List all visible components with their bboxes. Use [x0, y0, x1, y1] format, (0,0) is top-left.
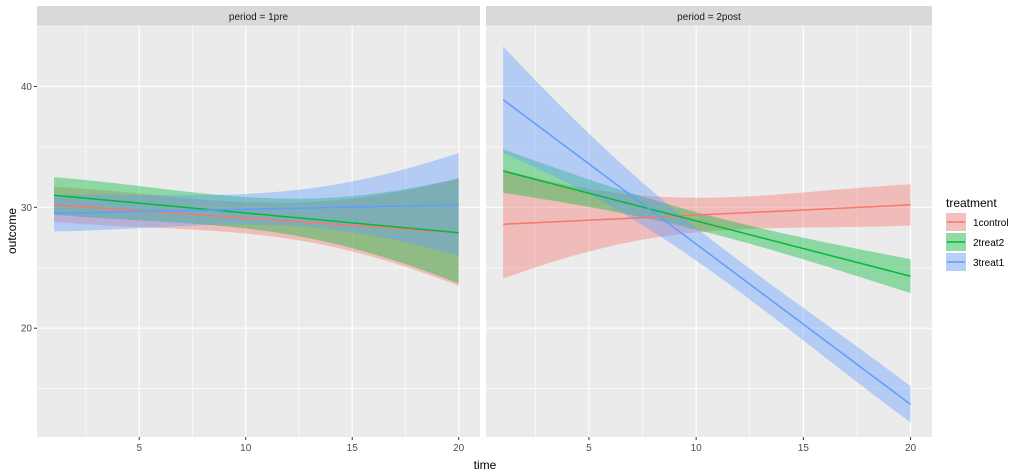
ci-band-2treat2: [503, 149, 911, 294]
x-axis-title: time: [474, 458, 497, 472]
fit-line-1control: [53, 204, 459, 234]
x-tick-label: 10: [691, 443, 703, 454]
legend-label: 2treat2: [973, 238, 1005, 249]
y-tick-label: 20: [21, 324, 33, 335]
fit-line-1control: [503, 204, 911, 225]
legend: treatment 1control 2treat2 3treat1: [946, 196, 1009, 271]
strip-label: period = 2post: [677, 12, 741, 23]
legend-title: treatment: [946, 196, 997, 210]
x-tick-label: 20: [453, 443, 465, 454]
x-tick-label: 5: [586, 443, 592, 454]
panel-period-1pre: period = 1pre: [37, 6, 480, 437]
fit-line-2treat2: [502, 170, 911, 277]
ci-band-2treat2: [54, 177, 459, 284]
legend-label: 3treat1: [973, 258, 1005, 269]
y-tick-label: 40: [21, 82, 33, 93]
legend-label: 1control: [973, 218, 1009, 229]
fit-line-3treat1: [54, 204, 459, 215]
fit-line-2treat2: [53, 194, 459, 234]
y-axis: 20 30 40: [21, 82, 37, 335]
x-tick-label: 10: [240, 443, 252, 454]
ci-band-3treat1: [54, 152, 459, 256]
x-tick-label: 15: [347, 443, 359, 454]
x-tick-label: 5: [136, 443, 142, 454]
x-axis-right: 5 10 15 20: [586, 437, 917, 454]
strip-background: [37, 6, 480, 26]
fit-line-3treat1: [502, 99, 912, 405]
panel-background: [486, 26, 932, 437]
x-tick-label: 15: [798, 443, 810, 454]
x-tick-label: 20: [905, 443, 917, 454]
panel-period-2post: period = 2post: [486, 6, 932, 437]
panel-background: [37, 26, 480, 437]
strip-background: [486, 6, 932, 26]
x-axis-left: 5 10 15 20: [136, 437, 465, 454]
strip-label: period = 1pre: [229, 12, 289, 23]
y-axis-title: outcome: [5, 208, 19, 254]
y-tick-label: 30: [21, 203, 33, 214]
